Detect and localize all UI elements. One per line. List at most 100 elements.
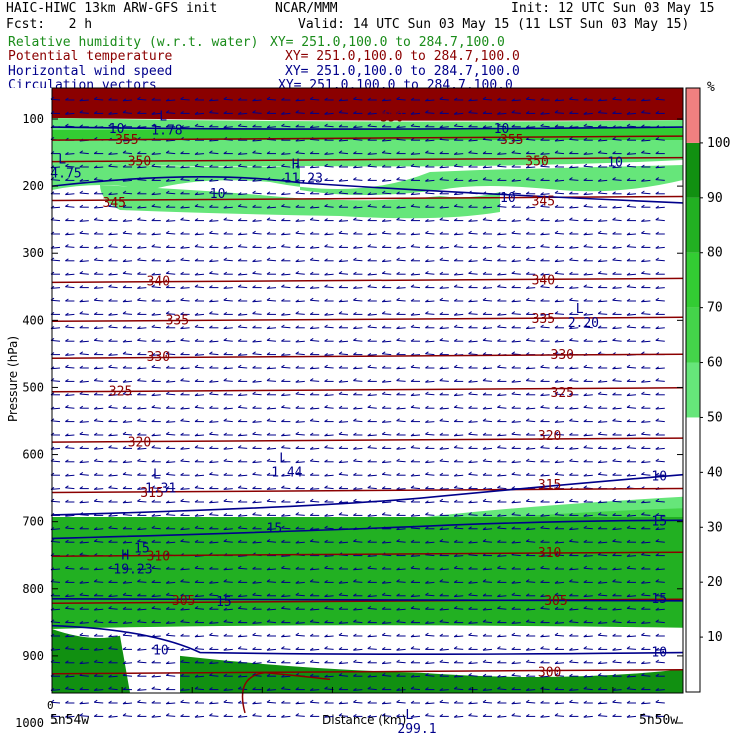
circulation-vector-head [281,272,285,276]
circulation-vector-head [597,230,602,234]
circulation-vector [439,528,449,531]
circulation-vector-head [252,471,256,475]
circulation-vector-head [482,125,487,129]
circulation-vector [252,702,262,705]
circulation-vector-head [439,673,444,677]
circulation-vector-head [281,244,285,248]
circulation-vector [454,635,464,638]
extremum-marker-H: H [121,548,129,563]
circulation-vector-head [295,204,300,208]
circulation-vector [310,299,320,302]
field-rh-name: Relative humidity (w.r.t. water) [8,35,259,50]
circulation-vector [410,125,421,128]
circulation-vector-head [540,459,544,463]
circulation-vector-head [281,258,285,262]
circulation-vector [511,340,521,343]
circulation-vector-head [281,163,285,167]
circulation-vector-head [367,258,372,262]
circulation-vector [554,473,565,476]
circulation-vector [180,206,190,209]
circulation-vector [497,125,507,128]
circulation-vector-head [641,391,645,395]
circulation-vector [482,259,493,262]
circulation-vector-head [137,687,141,691]
circulation-vector-head [338,138,343,142]
circulation-vector-head [338,311,343,315]
circulation-vector [598,634,608,637]
circulation-vector-head [381,124,386,128]
circulation-vector-head [324,192,328,196]
circulation-vector [122,353,133,356]
circulation-vector [598,152,608,155]
wind-contour-label: 15 [134,542,150,557]
circulation-vector-head [108,565,112,569]
circulation-vector [194,434,205,437]
circulation-vector-head [540,284,544,288]
circulation-vector-head [410,352,415,356]
circulation-vector [439,689,449,691]
circulation-vector-head [122,419,127,423]
circulation-vector [598,340,608,343]
plot-title: HAIC-HIWC 13km ARW-GFS init [6,1,218,16]
theta-contour-label: 355 [115,133,138,148]
circulation-vector-head [525,593,530,597]
y-tick-label: 100 [22,112,44,126]
circulation-vector [223,98,233,101]
circulation-vector-head [482,217,487,221]
circulation-vector-head [281,419,285,423]
circulation-vector-head [353,110,357,114]
circulation-vector-head [583,137,588,141]
circulation-vector-head [137,352,141,356]
circulation-vector [367,474,377,477]
circulation-vector-head [266,538,271,542]
circulation-vector [151,125,161,128]
circulation-vector [468,421,478,423]
circulation-vector-head [626,700,631,704]
circulation-vector-head [338,445,343,449]
circulation-vector-head [137,378,141,382]
circulation-vector [482,407,493,410]
circulation-vector [324,205,334,208]
circulation-vector-head [612,593,616,597]
circulation-vector [324,326,334,329]
circulation-vector-head [367,459,372,463]
circulation-vector-head [655,458,660,462]
circulation-vector [367,366,377,369]
circulation-vector-head [439,699,444,703]
circulation-vector [554,179,565,182]
circulation-vector [612,608,622,611]
circulation-vector [583,153,593,155]
circulation-vector-head [482,110,487,114]
circulation-vector [94,661,104,664]
circulation-vector [425,260,435,263]
circulation-vector [382,594,392,597]
circulation-vector [468,112,478,114]
circulation-vector [583,688,593,691]
circulation-vector-head [655,633,660,637]
circulation-vector-head [65,244,69,248]
circulation-vector-head [554,713,559,717]
circulation-vector [108,487,118,490]
circulation-vector-head [410,163,415,167]
circulation-vector [180,327,190,330]
circulation-vector [65,595,75,598]
circulation-vector-head [237,634,242,638]
circulation-vector-head [295,365,300,369]
circulation-vector-head [410,312,415,316]
circulation-vector-head [655,472,660,476]
circulation-vector-head [525,538,530,542]
theta-contour-label: 330 [147,350,170,365]
circulation-vector-head [266,567,271,571]
circulation-vector [626,447,637,449]
circulation-vector-head [381,379,386,383]
circulation-vector [238,434,248,437]
circulation-vector [223,246,233,249]
circulation-vector [612,138,622,141]
circulation-vector-head [93,472,98,476]
circulation-vector-head [79,580,84,584]
circulation-vector [310,179,320,181]
circulation-vector [655,219,665,222]
circulation-vector-head [540,364,544,368]
circulation-vector-head [554,98,559,102]
circulation-vector-head [410,553,415,557]
